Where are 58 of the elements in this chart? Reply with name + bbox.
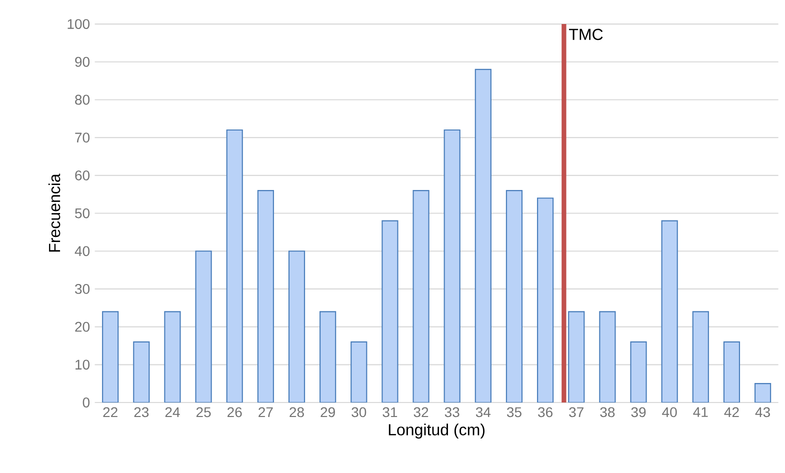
x-tick-label: 30 — [352, 407, 366, 418]
bar — [164, 311, 181, 403]
bar — [692, 311, 709, 403]
bar — [226, 130, 243, 403]
bar — [320, 311, 336, 403]
x-tick-label: 31 — [382, 407, 398, 418]
bar — [661, 220, 678, 403]
x-tick-label: 40 — [662, 407, 677, 418]
x-tick-label: 33 — [444, 407, 460, 418]
y-tick-label: 80 — [75, 94, 90, 105]
y-tick-label: 100 — [68, 19, 90, 30]
x-tick-label: 37 — [569, 407, 584, 418]
y-tick-label: 70 — [75, 132, 90, 143]
y-axis-title: Frecuencia — [48, 174, 60, 252]
y-tick-label: 0 — [82, 398, 90, 408]
x-tick-label: 43 — [755, 407, 770, 418]
y-tick-label: 90 — [75, 57, 90, 68]
x-tick-label: 38 — [600, 407, 615, 418]
bar — [754, 383, 772, 403]
bar — [288, 250, 306, 403]
bar — [537, 198, 554, 403]
x-tick-label: 23 — [134, 407, 149, 418]
x-tick-label: 24 — [165, 407, 180, 418]
x-tick-label: 42 — [724, 407, 739, 418]
y-tick-label: 30 — [75, 284, 90, 294]
x-tick-label: 29 — [320, 407, 335, 418]
x-tick-label: 35 — [506, 407, 522, 418]
x-tick-label: 32 — [414, 407, 428, 418]
x-tick-label: 41 — [693, 407, 708, 418]
bar — [382, 220, 398, 403]
bar — [474, 69, 492, 403]
y-tick-label: 40 — [74, 246, 90, 256]
bar — [444, 130, 460, 403]
x-tick-label: 39 — [631, 407, 646, 418]
y-tick-label: 20 — [75, 322, 90, 332]
x-axis-title: Longitud (cm) — [388, 424, 485, 439]
x-tick-label: 28 — [290, 407, 304, 418]
bar — [195, 250, 212, 403]
x-tick-label: 22 — [103, 407, 118, 418]
x-tick-label: 36 — [538, 407, 552, 418]
x-tick-label: 34 — [476, 407, 491, 418]
bar — [630, 342, 647, 403]
bar — [506, 190, 523, 403]
bar — [723, 342, 740, 403]
bar — [350, 342, 368, 403]
x-tick-label: 26 — [228, 407, 242, 418]
x-tick-label: 27 — [258, 407, 273, 418]
y-tick-label: 50 — [75, 208, 90, 218]
y-tick-label: 60 — [75, 170, 90, 181]
x-tick-label: 25 — [196, 407, 211, 418]
ref-line-label: TMC — [569, 28, 603, 40]
bar — [412, 190, 430, 403]
bar — [102, 311, 119, 403]
y-tick-label: 10 — [76, 360, 90, 370]
bar — [257, 190, 274, 403]
bar — [568, 311, 585, 403]
bar — [599, 311, 616, 403]
bar — [133, 342, 150, 403]
